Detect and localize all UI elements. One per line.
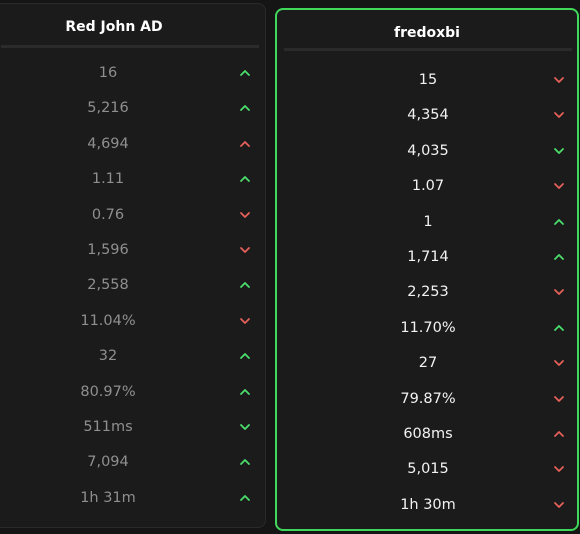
arrow-shape xyxy=(554,324,564,331)
stat-value: 5,015 xyxy=(407,461,449,478)
arrow-shape xyxy=(240,353,250,360)
player-name: fredoxbi xyxy=(394,25,460,41)
arrow-shape xyxy=(240,388,250,395)
trend-arrow xyxy=(554,360,564,367)
trend-arrow xyxy=(554,395,564,402)
arrow-shape xyxy=(554,77,564,83)
trend-arrow xyxy=(240,282,250,289)
arrow-shape xyxy=(554,183,564,190)
stat-value: 2,253 xyxy=(407,284,449,301)
stat-value: 1,714 xyxy=(407,249,449,265)
stat-value: 7,094 xyxy=(87,454,129,471)
arrow-shape xyxy=(240,247,250,253)
stat-value: 1h 30m xyxy=(400,496,456,513)
arrow-shape xyxy=(554,112,564,119)
trend-arrow xyxy=(240,317,250,324)
trend-arrow xyxy=(554,77,564,83)
arrow-shape xyxy=(240,140,250,147)
stat-value: 1.07 xyxy=(411,178,445,195)
arrow-shape xyxy=(240,424,250,430)
stat-value: 11.04% xyxy=(80,312,136,329)
stat-value: 27 xyxy=(418,355,438,372)
stat-value: 1.11 xyxy=(91,171,125,188)
stat-value: 15 xyxy=(418,72,438,88)
stat-value: 1h 31m xyxy=(80,489,136,506)
trend-arrow xyxy=(554,466,564,473)
arrow-shape xyxy=(554,289,564,296)
trend-arrow xyxy=(240,388,250,395)
trend-arrow xyxy=(240,353,250,360)
stat-value: 4,694 xyxy=(87,135,129,152)
trend-arrow xyxy=(554,501,564,508)
stat-value: 80.97% xyxy=(80,383,136,400)
arrow-shape xyxy=(240,70,250,76)
arrow-shape xyxy=(240,282,250,289)
stat-value: 0.76 xyxy=(91,206,125,223)
trend-arrow xyxy=(240,176,250,183)
trend-arrow xyxy=(240,459,250,466)
trend-arrow xyxy=(240,211,250,218)
arrow-shape xyxy=(554,395,564,402)
arrow-shape xyxy=(554,218,564,225)
trend-arrow xyxy=(554,254,564,260)
player-panel: fredoxbi 15 4,354 4,035 1.07 1 1,714 2,253 11.7… xyxy=(275,8,579,531)
arrow-shape xyxy=(554,501,564,508)
arrow-shape xyxy=(240,317,250,324)
trend-arrow xyxy=(240,247,250,253)
stat-value: 11.70% xyxy=(400,319,456,336)
stat-value: 1 xyxy=(423,213,433,230)
trend-arrow xyxy=(554,147,564,154)
divider xyxy=(1,45,259,48)
stat-value: 511ms xyxy=(83,419,133,435)
arrow-shape xyxy=(554,147,564,154)
arrow-shape xyxy=(240,494,250,501)
trend-arrow xyxy=(554,183,564,190)
divider xyxy=(284,48,572,51)
arrow-shape xyxy=(554,431,564,437)
trend-arrow xyxy=(554,218,564,225)
arrow-shape xyxy=(240,459,250,466)
trend-arrow xyxy=(554,324,564,331)
stat-value: 1,596 xyxy=(87,242,129,258)
arrow-shape xyxy=(240,105,250,112)
trend-arrow xyxy=(240,140,250,147)
arrow-shape xyxy=(554,466,564,473)
trend-arrow xyxy=(554,431,564,437)
player-panel: Red John AD 16 5,216 4,694 1.11 0.76 1,596 2,5… xyxy=(0,3,266,528)
stat-value: 5,216 xyxy=(87,100,129,117)
stat-value: 4,354 xyxy=(407,107,449,124)
stat-value: 2,558 xyxy=(87,277,129,294)
trend-arrow xyxy=(554,289,564,296)
trend-arrow xyxy=(240,70,250,76)
stat-value: 4,035 xyxy=(407,142,449,159)
arrow-shape xyxy=(240,176,250,183)
trend-arrow xyxy=(240,424,250,430)
player-name: Red John AD xyxy=(65,19,163,35)
trend-arrow xyxy=(240,105,250,112)
arrow-shape xyxy=(240,211,250,218)
trend-arrow xyxy=(554,112,564,119)
arrow-shape xyxy=(554,360,564,367)
stat-value: 608ms xyxy=(403,426,453,442)
trend-arrow xyxy=(240,494,250,501)
stat-value: 16 xyxy=(98,65,118,81)
arrow-shape xyxy=(554,254,564,260)
stat-value: 79.87% xyxy=(400,390,456,407)
stat-value: 32 xyxy=(98,348,118,365)
